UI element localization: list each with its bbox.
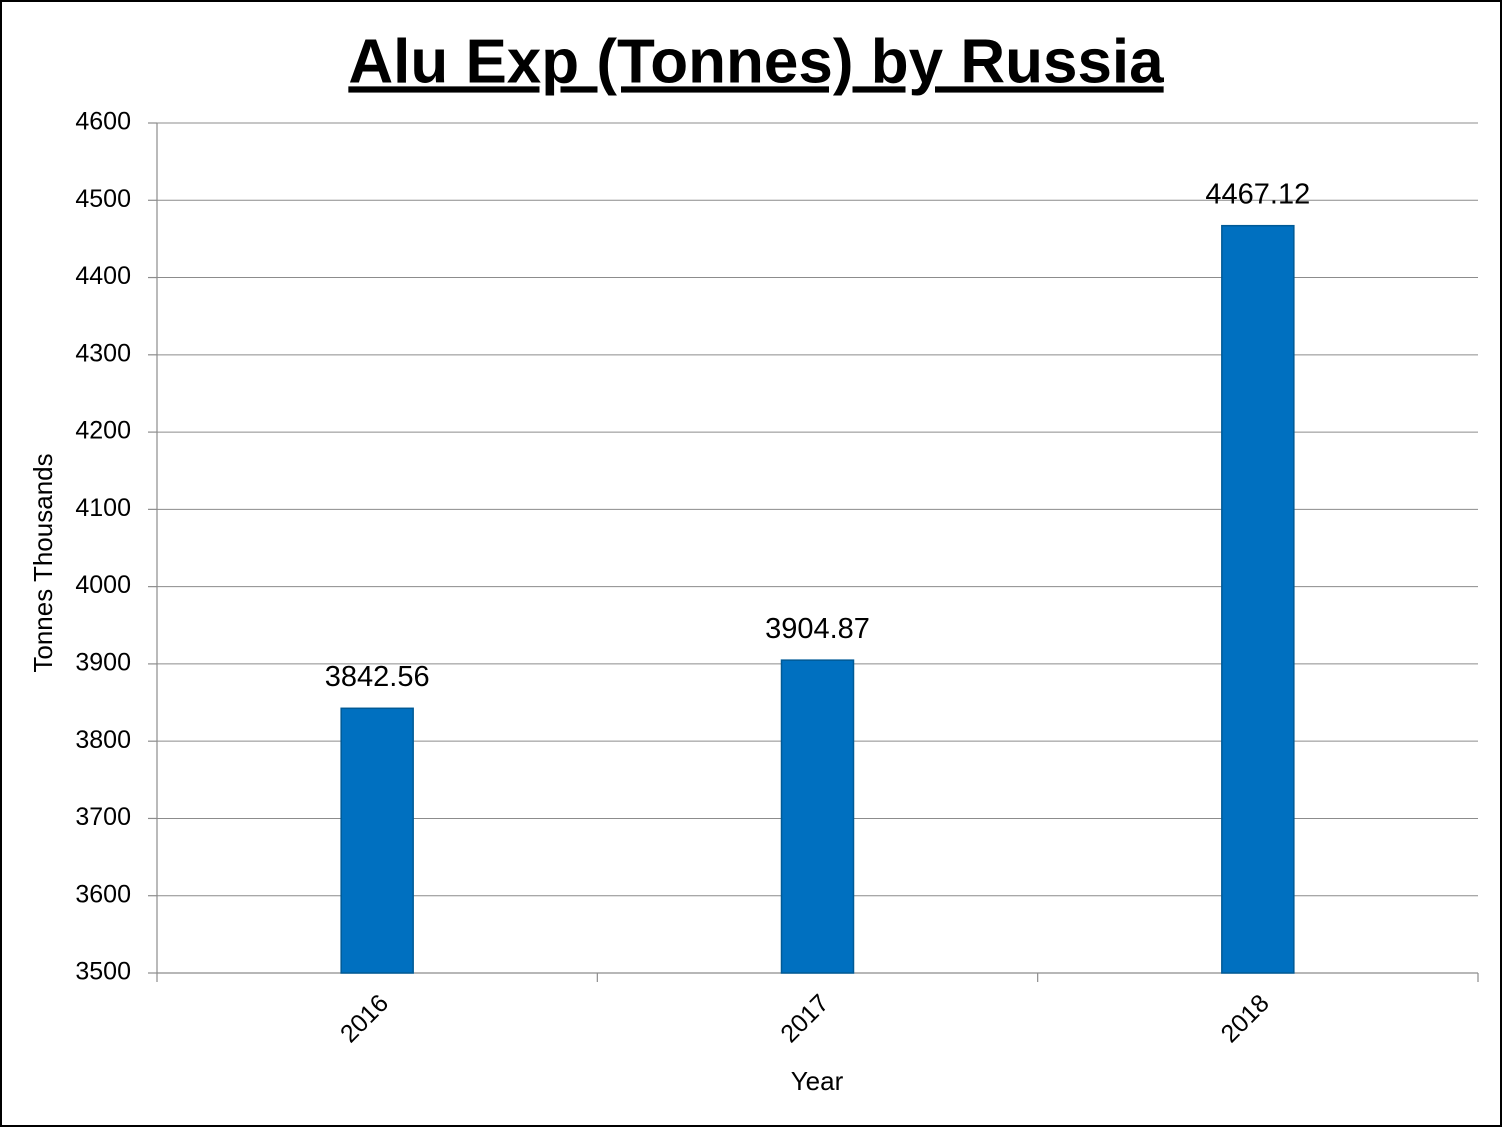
y-tick-label: 4100 <box>75 494 131 522</box>
bar <box>780 659 855 974</box>
y-tick-label: 4200 <box>75 417 131 445</box>
value-label: 4467.12 <box>1205 178 1310 210</box>
bar <box>1221 224 1295 974</box>
y-tick-label: 4600 <box>75 108 131 136</box>
value-label: 3842.56 <box>325 661 430 693</box>
x-axis-title: Year <box>791 1066 844 1096</box>
bar <box>340 707 414 974</box>
y-tick-label: 3500 <box>75 958 131 986</box>
y-tick-label: 4300 <box>75 339 131 367</box>
y-tick-label: 3800 <box>75 726 131 754</box>
chart-title: Alu Exp (Tonnes) by Russia <box>348 27 1164 96</box>
value-label: 3904.87 <box>765 613 870 645</box>
y-tick-label: 3700 <box>75 803 131 831</box>
y-tick-label: 3600 <box>75 880 131 908</box>
y-tick-label: 4400 <box>75 262 131 290</box>
y-tick-label: 4500 <box>75 185 131 213</box>
y-tick-label: 3900 <box>75 649 131 677</box>
y-tick-label: 4000 <box>75 571 131 599</box>
y-axis-title: Tonnes Thousands <box>28 453 58 672</box>
